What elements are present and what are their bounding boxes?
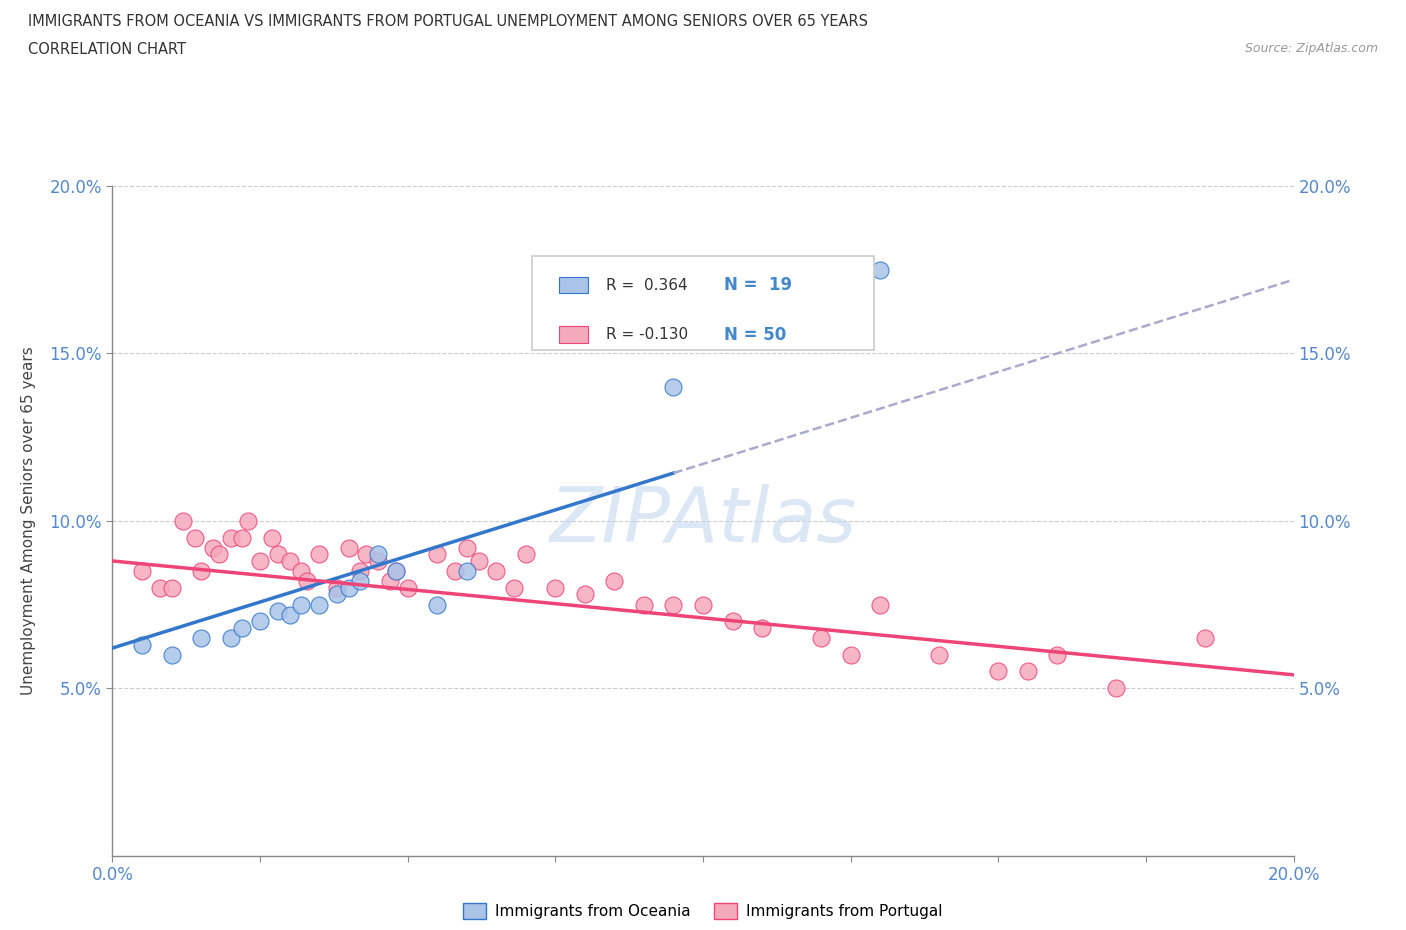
Point bbox=[367, 553, 389, 568]
Point bbox=[326, 580, 349, 595]
Point bbox=[260, 530, 283, 545]
Point bbox=[987, 664, 1010, 679]
Point bbox=[385, 564, 408, 578]
Point bbox=[160, 580, 183, 595]
FancyBboxPatch shape bbox=[531, 257, 875, 350]
Point bbox=[201, 540, 224, 555]
Point bbox=[396, 580, 419, 595]
Point bbox=[444, 564, 467, 578]
Point bbox=[290, 597, 312, 612]
Text: Source: ZipAtlas.com: Source: ZipAtlas.com bbox=[1244, 42, 1378, 55]
Point bbox=[356, 547, 378, 562]
Point bbox=[869, 597, 891, 612]
Text: ZIPAtlas: ZIPAtlas bbox=[550, 484, 856, 558]
Point bbox=[190, 631, 212, 645]
Point bbox=[810, 631, 832, 645]
Point bbox=[426, 547, 449, 562]
Point bbox=[219, 530, 242, 545]
Point bbox=[839, 647, 862, 662]
Bar bbox=[560, 277, 589, 294]
Point bbox=[349, 574, 371, 589]
Point bbox=[249, 553, 271, 568]
Point bbox=[456, 540, 478, 555]
Point bbox=[692, 597, 714, 612]
Point bbox=[928, 647, 950, 662]
Point bbox=[290, 564, 312, 578]
Point bbox=[337, 540, 360, 555]
Point bbox=[1194, 631, 1216, 645]
Point bbox=[378, 574, 401, 589]
Point bbox=[721, 614, 744, 629]
Point bbox=[385, 564, 408, 578]
Point bbox=[308, 597, 330, 612]
Point bbox=[337, 580, 360, 595]
Point bbox=[231, 530, 253, 545]
Y-axis label: Unemployment Among Seniors over 65 years: Unemployment Among Seniors over 65 years bbox=[21, 347, 35, 696]
Text: N = 50: N = 50 bbox=[724, 326, 786, 344]
Point bbox=[426, 597, 449, 612]
Point bbox=[297, 574, 319, 589]
Point bbox=[467, 553, 489, 568]
Point bbox=[485, 564, 508, 578]
Text: R =  0.364: R = 0.364 bbox=[606, 277, 688, 293]
Point bbox=[208, 547, 231, 562]
Point bbox=[267, 604, 290, 618]
Text: IMMIGRANTS FROM OCEANIA VS IMMIGRANTS FROM PORTUGAL UNEMPLOYMENT AMONG SENIORS O: IMMIGRANTS FROM OCEANIA VS IMMIGRANTS FR… bbox=[28, 14, 868, 29]
Text: N =  19: N = 19 bbox=[724, 276, 793, 294]
Point bbox=[190, 564, 212, 578]
Point bbox=[249, 614, 271, 629]
Point bbox=[238, 513, 260, 528]
Point bbox=[308, 547, 330, 562]
Point bbox=[349, 564, 371, 578]
Point bbox=[267, 547, 290, 562]
Point bbox=[503, 580, 526, 595]
Point bbox=[160, 647, 183, 662]
Point bbox=[544, 580, 567, 595]
Bar bbox=[560, 326, 589, 343]
Point bbox=[1105, 681, 1128, 696]
Point bbox=[219, 631, 242, 645]
Legend: Immigrants from Oceania, Immigrants from Portugal: Immigrants from Oceania, Immigrants from… bbox=[457, 897, 949, 925]
Point bbox=[869, 262, 891, 277]
Point bbox=[278, 607, 301, 622]
Point bbox=[278, 553, 301, 568]
Point bbox=[662, 379, 685, 394]
Point bbox=[172, 513, 194, 528]
Point bbox=[515, 547, 537, 562]
Point bbox=[326, 587, 349, 602]
Point bbox=[574, 587, 596, 602]
Point bbox=[456, 564, 478, 578]
Point bbox=[131, 564, 153, 578]
Point bbox=[603, 574, 626, 589]
Point bbox=[1046, 647, 1069, 662]
Point bbox=[633, 597, 655, 612]
Point bbox=[184, 530, 207, 545]
Point bbox=[149, 580, 172, 595]
Text: CORRELATION CHART: CORRELATION CHART bbox=[28, 42, 186, 57]
Point bbox=[1017, 664, 1039, 679]
Text: R = -0.130: R = -0.130 bbox=[606, 327, 689, 342]
Point bbox=[131, 637, 153, 652]
Point bbox=[662, 597, 685, 612]
Point bbox=[231, 620, 253, 635]
Point bbox=[367, 547, 389, 562]
Point bbox=[751, 620, 773, 635]
